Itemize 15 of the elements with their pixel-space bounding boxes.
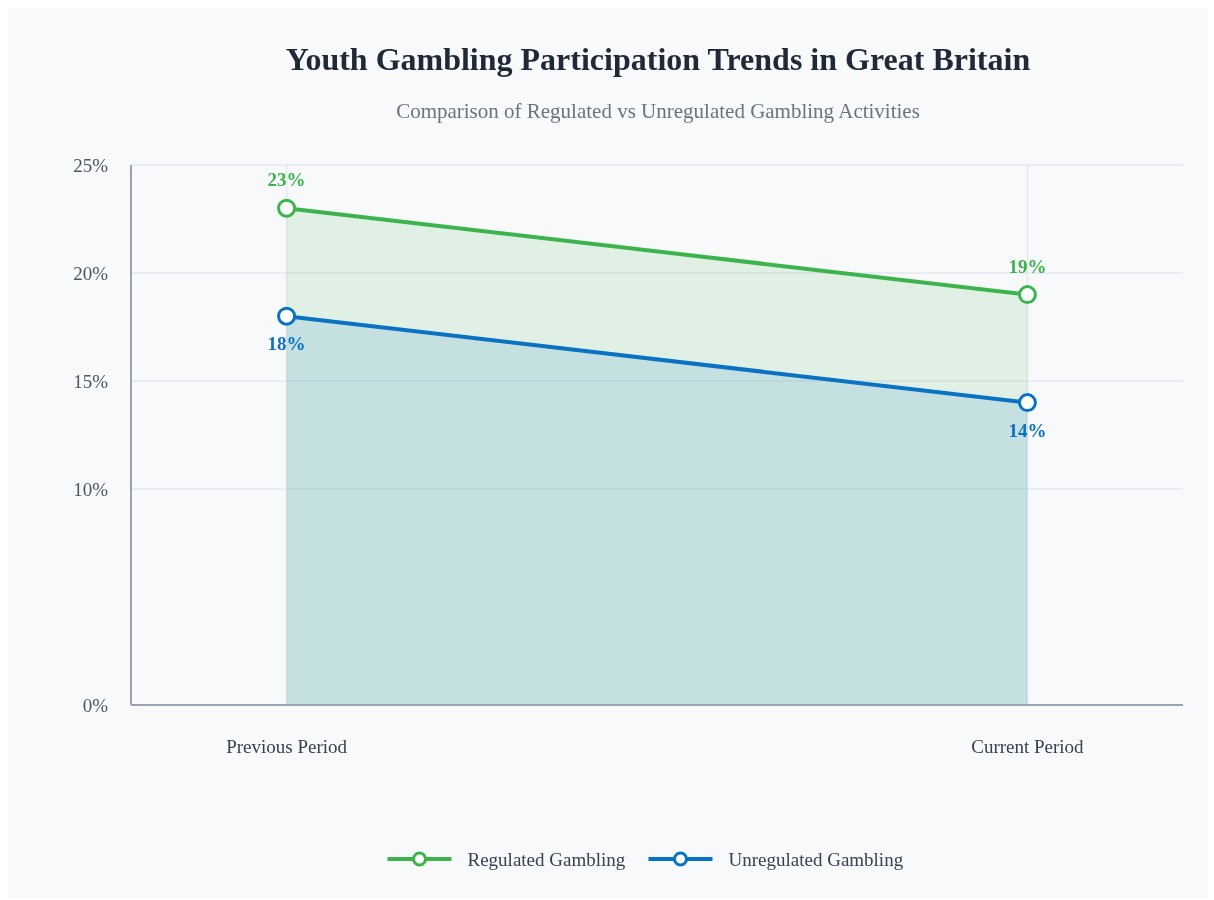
chart-title: Youth Gambling Participation Trends in Great Britain: [285, 41, 1031, 77]
y-tick-label: 15%: [73, 371, 109, 392]
y-tick-label: 25%: [73, 155, 109, 176]
x-tick-label: Previous Period: [226, 736, 348, 757]
y-tick-label: 0%: [82, 695, 109, 716]
data-label: 18%: [267, 333, 306, 355]
y-tick-label: 10%: [73, 479, 109, 500]
legend-label: Regulated Gambling: [467, 849, 626, 870]
data-label: 14%: [1008, 419, 1047, 441]
y-tick-label: 20%: [73, 263, 109, 284]
data-label: 19%: [1008, 255, 1047, 277]
chart-subtitle: Comparison of Regulated vs Unregulated Gambling Activities: [396, 99, 920, 123]
legend-label: Unregulated Gambling: [728, 849, 904, 870]
x-tick-label: Current Period: [971, 736, 1085, 757]
data-label: 23%: [267, 169, 306, 191]
